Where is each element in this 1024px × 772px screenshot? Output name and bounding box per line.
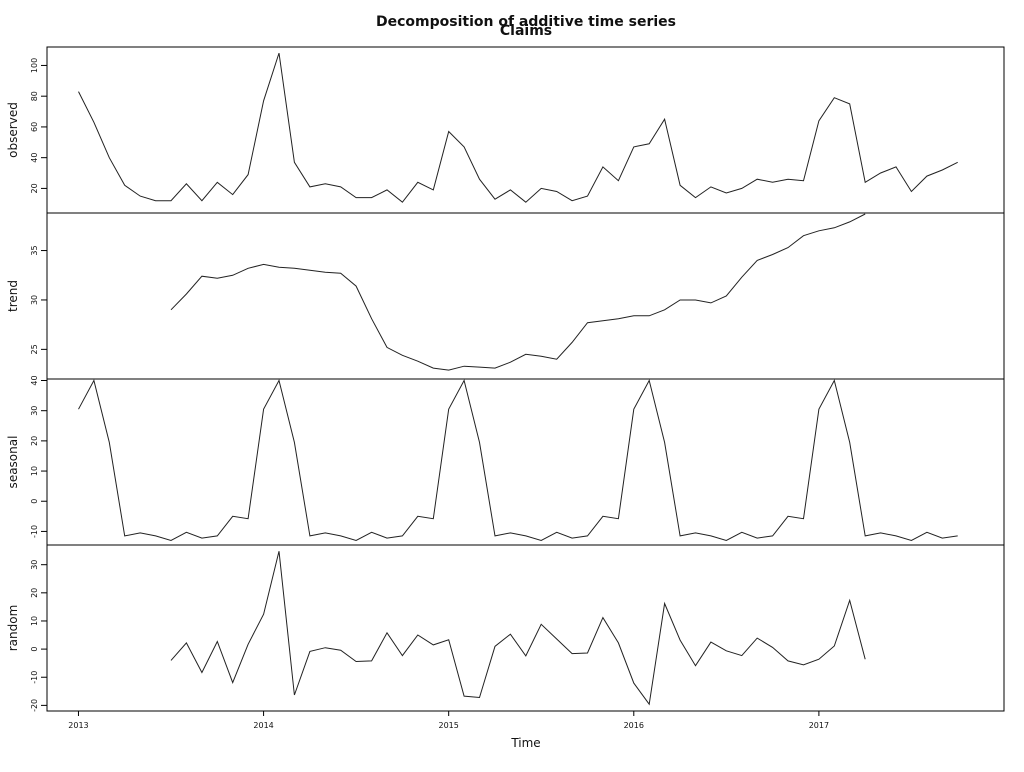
panel-observed-y-tick-label: 20 [30,183,39,193]
panel-seasonal-y-tick-label: 20 [30,436,39,446]
panel-trend-y-tick-label: 35 [30,245,39,255]
chart-title: Decomposition of additive time series [376,14,676,30]
panel-seasonal-label: seasonal [6,436,20,489]
panel-seasonal-y-tick-label: 40 [30,375,39,385]
x-tick-label: 2016 [624,721,644,730]
panel-random-label: random [6,605,20,652]
panel-random-y-tick-label: 0 [30,647,39,652]
panel-random-frame [46,544,1005,712]
panel-trend: 25 30 35 trend [6,212,1005,380]
panel-observed-y-tick-label: 80 [30,91,39,101]
panel-seasonal-y-tick-label: -10 [30,525,39,538]
panel-trend-label: trend [6,280,20,312]
chart-subtitle: Claims [500,23,552,39]
panel-observed: 20 40 60 80 100 observed [6,46,1005,214]
panel-seasonal-frame [46,378,1005,546]
panel-random-y-tick-label: 30 [30,560,39,570]
panel-observed-label: observed [6,102,20,158]
x-tick-label: 2014 [253,721,273,730]
panel-random-y-tick-label: 20 [30,588,39,598]
panel-trend-y-tick-label: 25 [30,344,39,354]
panel-seasonal-y-tick-label: 10 [30,466,39,476]
panel-random-y-tick-label: 10 [30,616,39,626]
panel-random-y-tick-label: -10 [30,671,39,684]
x-tick-label: 2017 [809,721,829,730]
panel-observed-y-tick-label: 40 [30,153,39,163]
panel-random: -20 -10 0 10 20 30 random [6,544,1005,712]
panel-observed-y-tick-label: 60 [30,122,39,132]
series-line-seasonal [78,379,958,542]
series-line-random [170,551,866,706]
x-axis-title: Time [510,736,540,750]
panel-trend-y-tick-label: 30 [30,295,39,305]
panel-seasonal: -10 0 10 20 30 40 seasonal [6,375,1005,546]
x-axis: 2013 2014 2015 2016 2017 [68,711,829,730]
series-line-observed [78,52,958,203]
panels-group: 20406080100observed253035trend-100102030… [6,46,1005,712]
panel-observed-y-tick-label: 100 [30,58,39,73]
x-tick-label: 2015 [439,721,459,730]
panel-seasonal-y-tick-label: 30 [30,406,39,416]
panel-seasonal-y-tick-label: 0 [30,499,39,504]
panel-random-y-tick-label: -20 [30,699,39,712]
series-line-trend [170,213,866,371]
x-tick-label: 2013 [68,721,88,730]
